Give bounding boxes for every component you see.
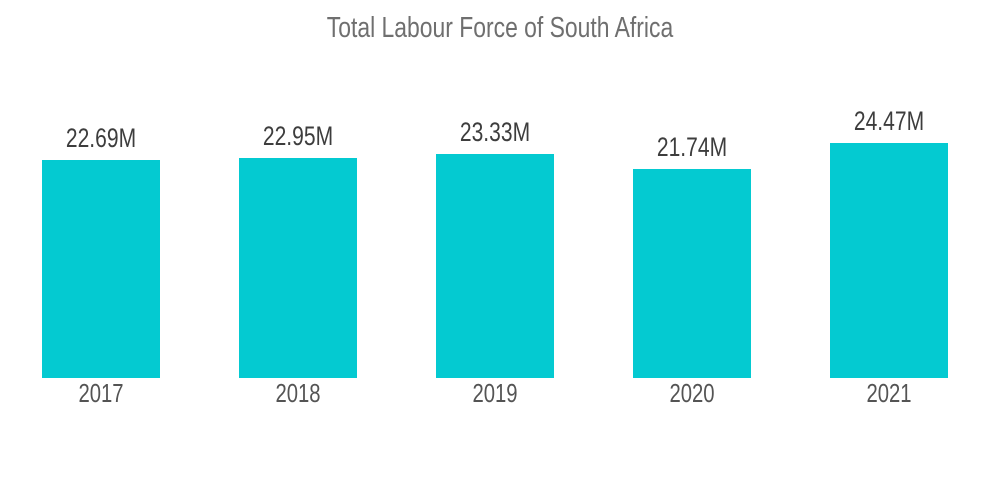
bar-group: 22.95M [239, 123, 357, 378]
bar-value-label: 21.74M [656, 132, 728, 162]
x-tick-label: 2021 [866, 378, 912, 408]
bar [830, 143, 948, 378]
x-tick-label: 2019 [472, 378, 518, 408]
bar-group: 23.33M [436, 119, 554, 378]
bar-value-label: 23.33M [459, 117, 531, 147]
bar [42, 160, 160, 378]
x-tick-label: 2020 [669, 378, 715, 408]
x-tick-label: 2017 [78, 378, 124, 408]
x-tick-label: 2018 [275, 378, 321, 408]
bar-group: 21.74M [633, 134, 751, 378]
x-axis-labels: 2017 2018 2019 2020 2021 [42, 380, 948, 406]
bars-area: 22.69M 22.95M 23.33M 21.74M 24.47M [42, 0, 948, 378]
bar [436, 154, 554, 378]
bar-group: 22.69M [42, 125, 160, 378]
bar-value-label: 24.47M [853, 106, 925, 136]
chart-title: Total Labour Force of South Africa [326, 12, 674, 44]
bar [633, 169, 751, 378]
bar-group: 24.47M [830, 108, 948, 378]
bar-value-label: 22.95M [262, 121, 334, 151]
bar [239, 158, 357, 378]
bar-value-label: 22.69M [65, 123, 137, 153]
